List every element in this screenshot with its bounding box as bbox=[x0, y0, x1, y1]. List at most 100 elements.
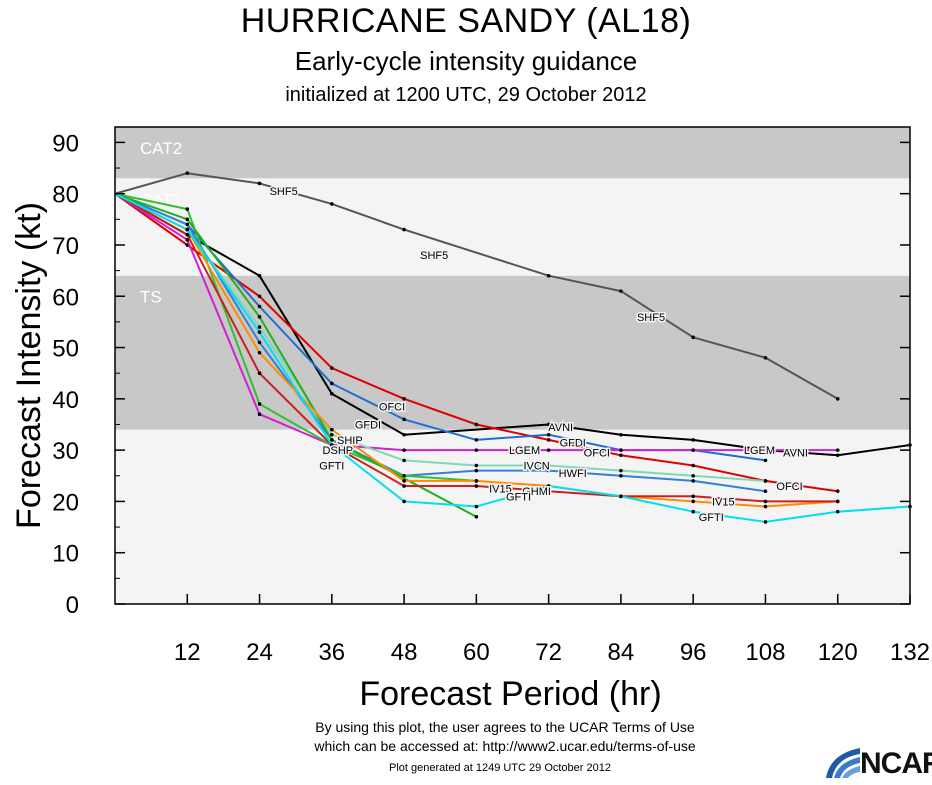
data-point bbox=[763, 479, 768, 483]
data-point bbox=[402, 484, 406, 488]
x-tick-label: 24 bbox=[246, 639, 273, 666]
series-lines bbox=[114, 171, 912, 524]
x-tick-label: 72 bbox=[535, 639, 562, 666]
data-point bbox=[257, 325, 262, 329]
y-tick-label: 20 bbox=[52, 489, 79, 516]
x-tick-label: 48 bbox=[391, 639, 418, 666]
data-point bbox=[185, 232, 190, 237]
category-bands: TS CAT1 CAT2 bbox=[115, 127, 910, 604]
data-point bbox=[546, 463, 551, 468]
data-point bbox=[257, 412, 262, 417]
data-point bbox=[763, 356, 768, 360]
data-point bbox=[546, 468, 551, 473]
data-point bbox=[835, 489, 840, 493]
data-point bbox=[330, 391, 334, 396]
series-label: SHF5 bbox=[270, 186, 298, 198]
data-point bbox=[474, 468, 479, 473]
data-point bbox=[474, 479, 479, 483]
data-point bbox=[402, 479, 406, 483]
band-label: CAT1 bbox=[140, 190, 182, 209]
data-point bbox=[257, 402, 262, 406]
data-point bbox=[402, 458, 406, 463]
ncar-logo: NCAR bbox=[822, 744, 932, 780]
series-label: LGEM bbox=[509, 445, 540, 457]
data-point bbox=[546, 489, 551, 493]
data-point bbox=[257, 273, 262, 278]
axes: 0 10 20 30 40 50 60 70 80 90 12 24 36 48 60 72 84 96 108 12… bbox=[52, 130, 930, 666]
data-point bbox=[619, 453, 623, 458]
ncar-logo-icon bbox=[826, 748, 860, 778]
series-labels: SHF5SHF5SHF5AVNIAVNIOFCIOFCIOFCIGFDIGFDI… bbox=[268, 185, 809, 526]
series-label: IV15 bbox=[712, 496, 735, 508]
data-point bbox=[185, 207, 190, 211]
chart-subtitle: Early-cycle intensity guidance bbox=[294, 46, 638, 76]
data-point bbox=[402, 417, 406, 422]
data-point bbox=[330, 432, 334, 437]
data-point bbox=[763, 489, 768, 493]
series-label: GHMI bbox=[522, 486, 551, 498]
y-tick-label: 30 bbox=[52, 438, 79, 465]
data-point bbox=[691, 509, 695, 514]
y-axis-label: Forecast Intensity (kt) bbox=[10, 202, 48, 529]
intensity-chart: TS CAT1 CAT2 SHF5 SHF5 SHF5 AVNI AVNI OFCI OFCI O… bbox=[10, 126, 930, 712]
x-tick-label: 108 bbox=[745, 639, 785, 666]
y-tick-label: 50 bbox=[52, 336, 79, 363]
data-point bbox=[402, 448, 406, 452]
y-tick-label: 0 bbox=[66, 592, 79, 619]
series-label: OFCI bbox=[379, 402, 405, 414]
data-point bbox=[546, 273, 551, 278]
data-point bbox=[619, 494, 623, 499]
series-label: SHIP bbox=[337, 435, 363, 447]
data-point bbox=[763, 499, 768, 504]
series-line bbox=[114, 172, 839, 400]
data-point bbox=[402, 227, 406, 232]
data-point bbox=[257, 294, 262, 299]
data-point bbox=[185, 217, 190, 222]
series-ship bbox=[114, 192, 479, 519]
terms-line-1: By using this plot, the user agrees to t… bbox=[315, 719, 695, 735]
series-line bbox=[114, 192, 911, 523]
data-point bbox=[835, 448, 840, 452]
data-point bbox=[257, 350, 262, 355]
data-point bbox=[257, 304, 262, 309]
x-tick-label: 36 bbox=[318, 639, 345, 666]
y-tick-label: 40 bbox=[52, 387, 79, 414]
generated-time: Plot generated at 1249 UTC 29 October 20… bbox=[389, 762, 611, 774]
data-point bbox=[763, 520, 768, 524]
series-label: IVCN bbox=[523, 461, 549, 473]
x-axis-label: Forecast Period (hr) bbox=[359, 675, 661, 712]
chart-init-time: initialized at 1200 UTC, 29 October 2012 bbox=[285, 84, 647, 106]
data-point bbox=[619, 432, 623, 437]
y-tick-label: 90 bbox=[52, 130, 79, 157]
data-point bbox=[474, 422, 479, 427]
series-lgem bbox=[114, 192, 840, 452]
y-tick-label: 80 bbox=[52, 182, 79, 209]
series-label: SHF5 bbox=[637, 312, 665, 324]
data-point bbox=[257, 340, 262, 345]
series-label: AVNI bbox=[548, 422, 573, 434]
data-point bbox=[474, 463, 479, 468]
data-point bbox=[546, 432, 551, 437]
data-point bbox=[474, 484, 479, 488]
x-tick-label: 132 bbox=[890, 639, 930, 666]
series-label: IV15 bbox=[489, 484, 512, 496]
data-point bbox=[763, 448, 768, 452]
data-point bbox=[546, 448, 551, 452]
series-label: GFDI bbox=[560, 437, 586, 449]
series-label: SHF5 bbox=[420, 250, 448, 262]
data-point bbox=[257, 181, 262, 186]
data-point bbox=[691, 335, 695, 340]
band-cat2 bbox=[115, 127, 910, 179]
data-point bbox=[330, 443, 334, 447]
data-point bbox=[691, 499, 695, 504]
series-line bbox=[114, 192, 766, 482]
data-point bbox=[619, 468, 623, 473]
series-label: GFTI bbox=[319, 461, 344, 473]
data-point bbox=[763, 504, 768, 509]
band-cat1 bbox=[115, 178, 910, 276]
data-point bbox=[691, 479, 695, 483]
data-point bbox=[691, 473, 695, 478]
data-point bbox=[257, 371, 262, 375]
band-label: TS bbox=[140, 288, 162, 307]
series-label: OFCI bbox=[584, 448, 610, 460]
